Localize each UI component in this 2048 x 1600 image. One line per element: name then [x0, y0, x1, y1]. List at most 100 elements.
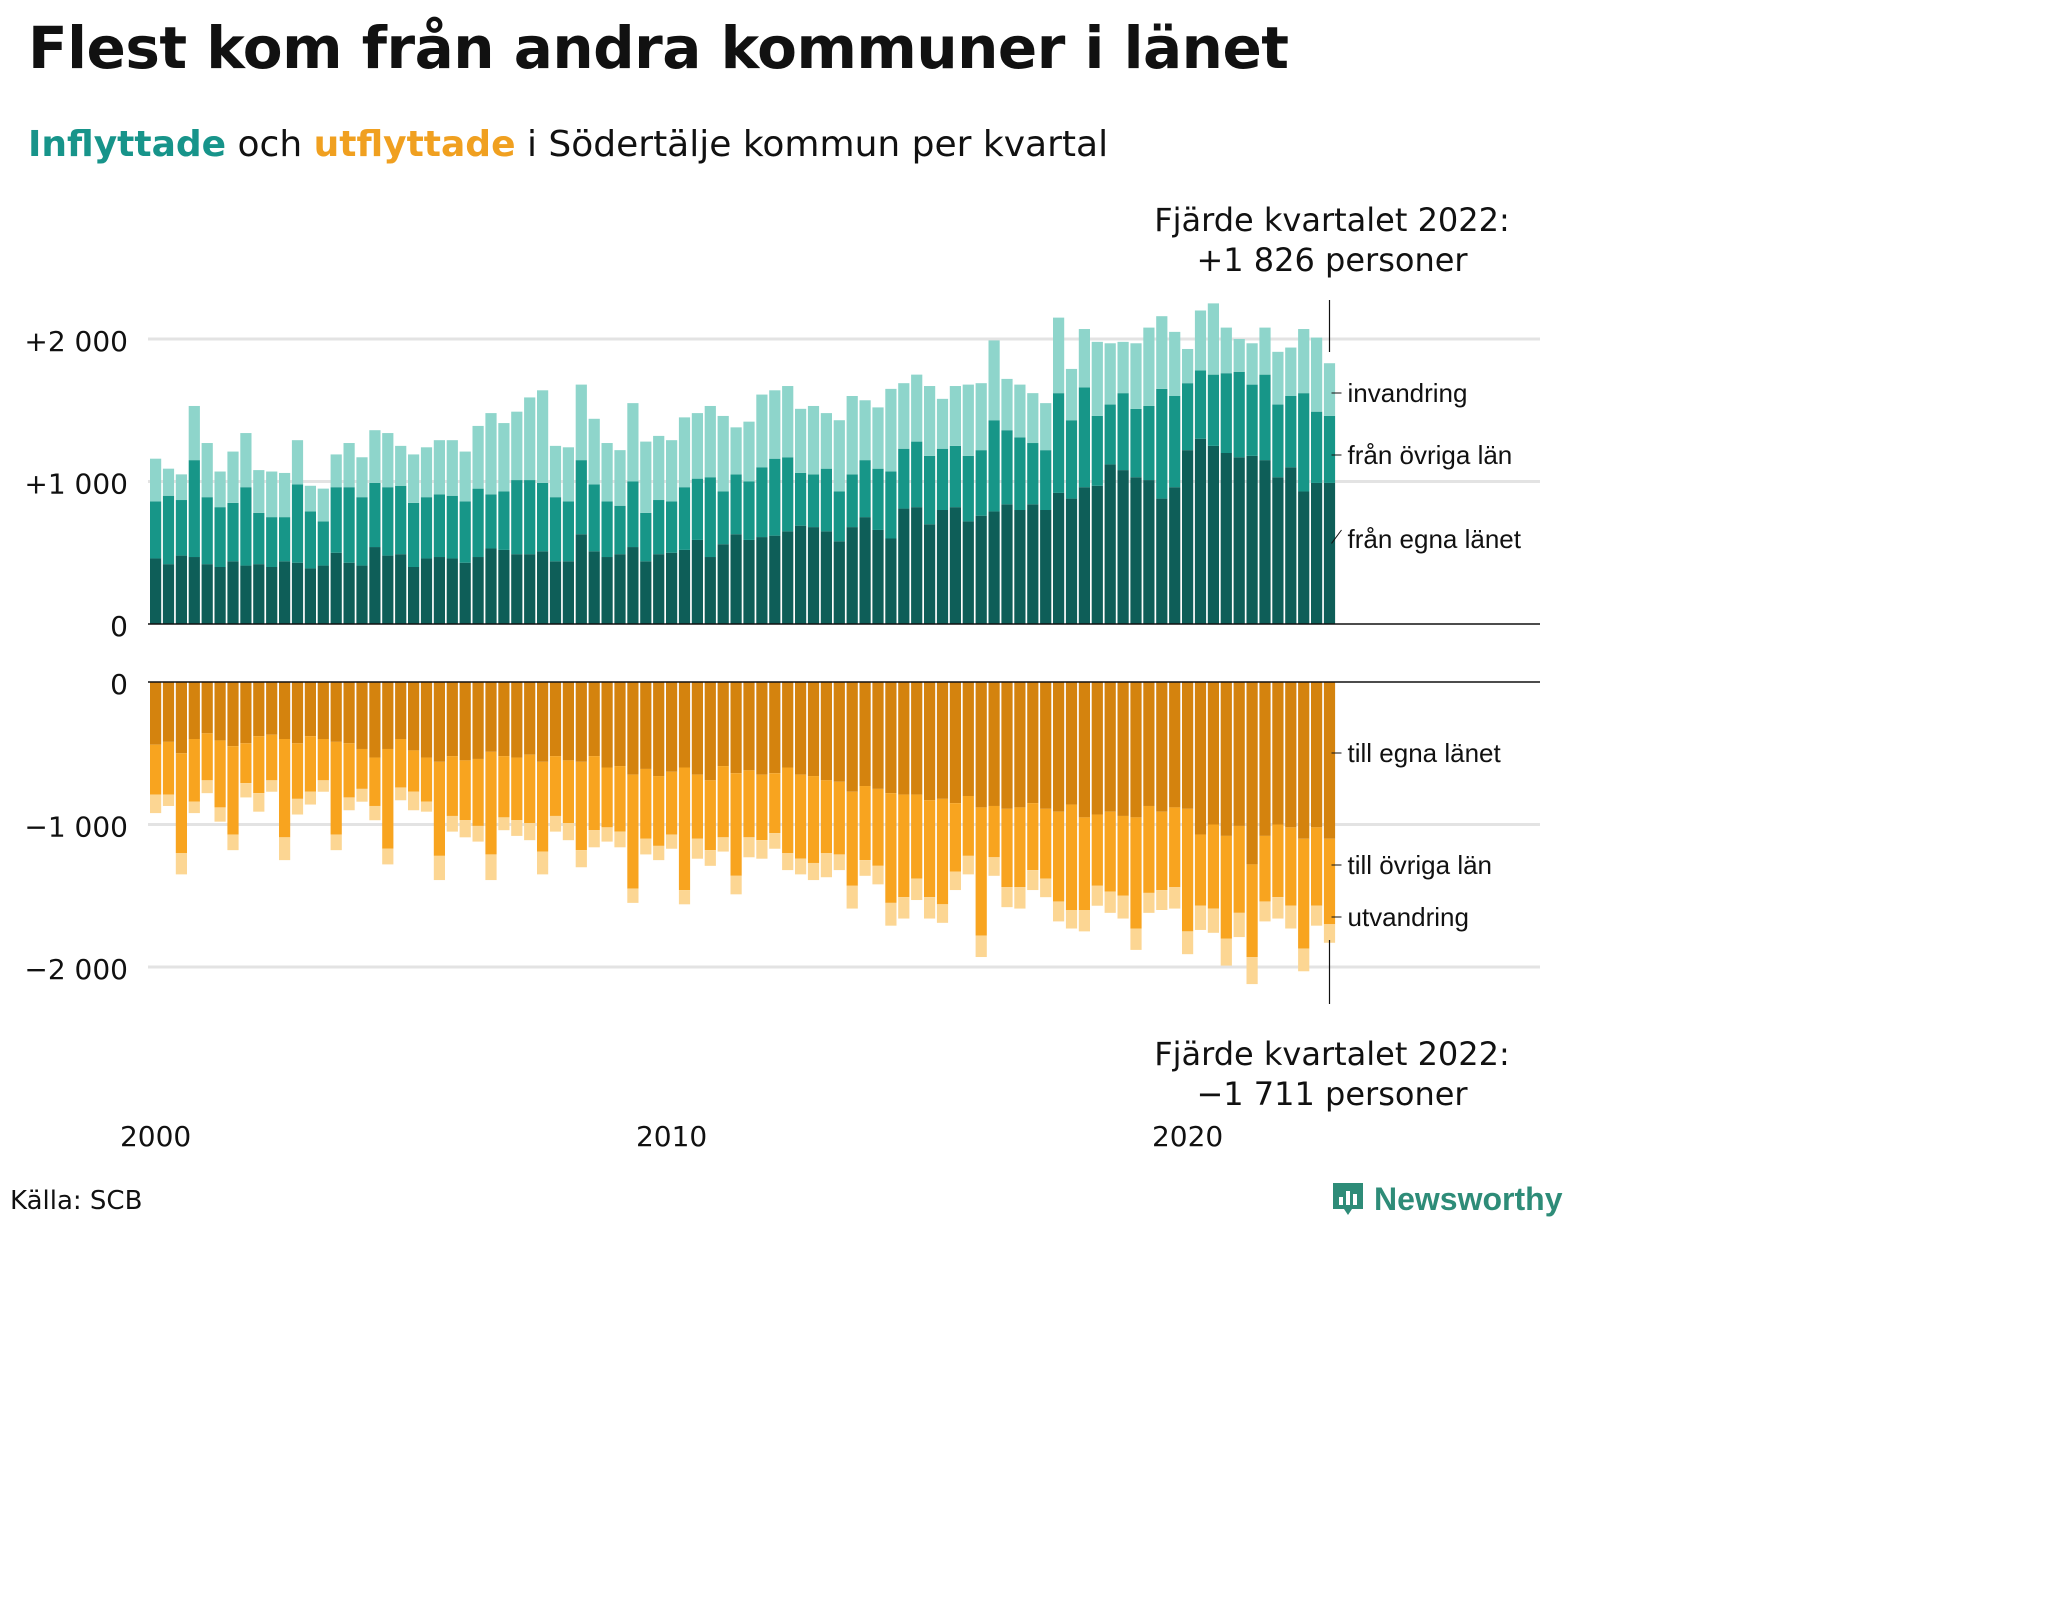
- x-tick-label: 2010: [636, 1120, 707, 1153]
- bar-in-0: [898, 508, 910, 624]
- bar-in-1: [949, 445, 961, 508]
- bar-in-0: [1207, 445, 1219, 624]
- bar-out-0: [988, 682, 1000, 806]
- bar-in-2: [1323, 363, 1336, 416]
- bar-out-0: [1323, 682, 1336, 839]
- bar-in-2: [820, 413, 832, 469]
- bar-in-2: [1246, 343, 1258, 385]
- bar-out-0: [1182, 682, 1194, 809]
- bar-in-2: [150, 458, 162, 502]
- bar-out-1: [1130, 817, 1142, 929]
- bar-out-1: [1246, 864, 1258, 958]
- bar-in-1: [924, 455, 936, 525]
- bar-in-2: [640, 441, 652, 513]
- bar-out-1: [730, 773, 742, 876]
- bar-out-2: [420, 801, 433, 812]
- bar-in-1: [769, 458, 781, 536]
- bar-in-2: [988, 340, 1000, 421]
- bar-in-1: [846, 474, 858, 528]
- bar-out-2: [975, 935, 987, 958]
- bar-in-1: [1014, 437, 1026, 510]
- bar-in-1: [717, 491, 729, 545]
- bar-out-2: [614, 831, 626, 848]
- bar-in-1: [1220, 373, 1232, 453]
- bar-out-0: [743, 682, 755, 771]
- bar-out-2: [1156, 890, 1168, 910]
- bar-in-1: [1311, 411, 1323, 483]
- bar-out-0: [291, 682, 304, 744]
- bar-in-1: [549, 497, 562, 562]
- bar-in-0: [795, 525, 807, 624]
- bar-in-2: [1169, 331, 1181, 396]
- bar-out-1: [330, 741, 342, 835]
- bar-in-1: [395, 485, 407, 555]
- bar-out-1: [936, 798, 949, 905]
- bar-out-0: [369, 682, 381, 758]
- bar-out-2: [730, 875, 742, 895]
- bar-out-2: [1246, 957, 1258, 985]
- bar-out-1: [859, 786, 871, 861]
- bar-in-2: [214, 471, 226, 508]
- bar-out-1: [898, 794, 910, 898]
- bar-out-1: [485, 751, 497, 855]
- bar-out-2: [175, 853, 187, 875]
- bar-out-0: [175, 682, 187, 754]
- bar-in-0: [717, 544, 729, 624]
- bar-out-0: [395, 682, 407, 739]
- bar-out-2: [859, 860, 871, 876]
- x-tick-label: 2000: [120, 1120, 191, 1153]
- bar-in-2: [317, 488, 329, 522]
- bar-in-0: [420, 558, 433, 624]
- bar-out-1: [769, 773, 781, 834]
- bar-in-1: [201, 497, 213, 565]
- bar-out-2: [898, 897, 910, 919]
- bar-in-0: [1194, 438, 1207, 624]
- bar-out-0: [1156, 682, 1168, 812]
- bar-in-0: [1259, 460, 1271, 624]
- bar-in-1: [1143, 405, 1155, 481]
- bar-in-0: [1311, 482, 1323, 624]
- bar-out-0: [1233, 682, 1245, 826]
- y-tick-label-bottom: 0: [110, 668, 128, 701]
- bar-out-0: [1078, 682, 1090, 818]
- bar-out-2: [678, 890, 691, 905]
- bar-in-2: [769, 390, 781, 459]
- bar-out-0: [162, 682, 175, 742]
- bar-out-2: [1053, 901, 1065, 922]
- bar-out-1: [317, 739, 329, 781]
- bar-in-1: [898, 448, 910, 509]
- bar-in-2: [304, 485, 316, 512]
- bar-out-0: [330, 682, 342, 742]
- bar-out-0: [408, 682, 420, 751]
- bar-out-0: [1130, 682, 1142, 818]
- bar-in-1: [240, 487, 252, 566]
- bar-in-1: [524, 480, 536, 555]
- bar-out-1: [1001, 808, 1013, 888]
- bar-in-1: [537, 482, 549, 552]
- bar-out-2: [1298, 948, 1310, 972]
- bar-out-0: [936, 682, 949, 799]
- bar-in-0: [640, 561, 652, 624]
- bar-in-0: [653, 554, 665, 624]
- bar-in-1: [498, 491, 510, 550]
- bar-out-0: [820, 682, 832, 781]
- bar-in-2: [201, 443, 213, 498]
- bar-out-2: [949, 871, 961, 891]
- chart-title: Flest kom från andra kommuner i länet: [28, 14, 1289, 82]
- bar-out-2: [446, 815, 458, 832]
- bar-out-0: [1091, 682, 1103, 815]
- bar-in-2: [408, 454, 420, 503]
- bar-in-0: [936, 510, 949, 624]
- bar-out-0: [1027, 682, 1039, 804]
- bar-in-2: [1311, 337, 1323, 412]
- bar-in-0: [1285, 467, 1297, 624]
- bar-out-1: [304, 736, 316, 792]
- bar-in-2: [330, 454, 342, 488]
- bar-in-2: [485, 413, 497, 495]
- bar-in-2: [807, 405, 820, 475]
- bar-out-2: [575, 850, 587, 868]
- bar-in-2: [227, 451, 239, 503]
- bar-in-1: [317, 521, 329, 566]
- bar-out-1: [175, 753, 187, 853]
- bar-out-2: [872, 865, 884, 885]
